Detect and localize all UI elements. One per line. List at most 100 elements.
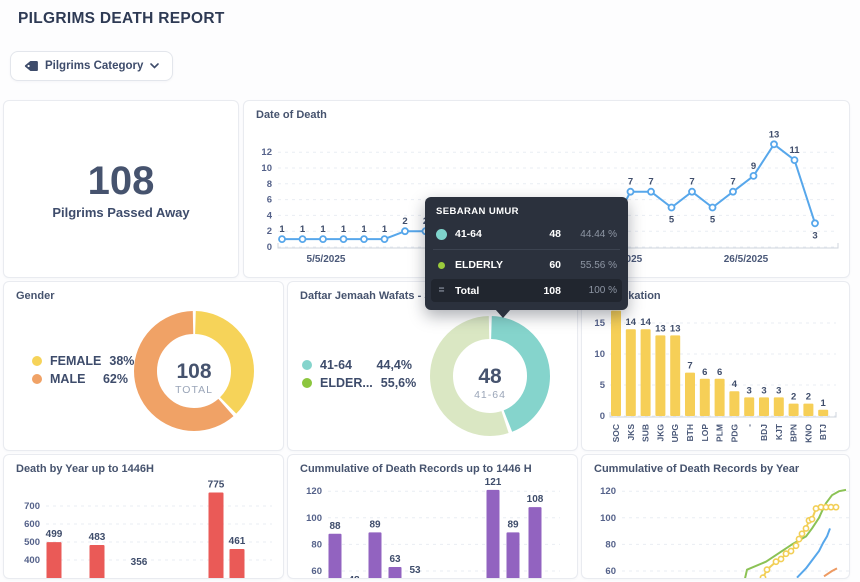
svg-text:6: 6: [267, 195, 272, 206]
svg-text:483: 483: [89, 532, 106, 543]
svg-text:26/5/2025: 26/5/2025: [724, 254, 769, 265]
svg-text:7: 7: [687, 361, 692, 372]
age-41-64-color-dot: [302, 360, 312, 370]
svg-text:JKG: JKG: [655, 424, 665, 442]
svg-text:13: 13: [655, 323, 666, 334]
svg-text:SOC: SOC: [611, 424, 621, 442]
svg-text:3: 3: [776, 385, 781, 396]
svg-text:48: 48: [348, 575, 360, 579]
gender-card: Gender 108 TOTAL FEMALE 38% MALE 62%: [3, 281, 284, 451]
svg-text:10: 10: [594, 349, 605, 360]
svg-text:7: 7: [648, 177, 653, 188]
tooltip-41-64-dot: [436, 228, 447, 240]
svg-text:1: 1: [382, 224, 388, 235]
svg-text:1: 1: [361, 224, 367, 235]
svg-text:400: 400: [24, 555, 40, 566]
chart-title-death-by-year: Death by Year up to 1446H: [16, 463, 154, 475]
svg-text:4: 4: [267, 210, 273, 221]
female-color-dot: [32, 356, 42, 366]
svg-text:5: 5: [600, 380, 606, 391]
svg-text:0: 0: [600, 411, 605, 422]
svg-text:PDG: PDG: [729, 424, 739, 443]
tag-icon: [24, 61, 38, 71]
tooltip-row-elderly: ELDERLY 60 55.56 %: [436, 255, 617, 275]
svg-text:2: 2: [791, 392, 796, 403]
chart-title-cummulative-1446: Cummulative of Death Records up to 1446 …: [300, 463, 532, 475]
svg-text:5: 5: [669, 215, 675, 226]
svg-text:108: 108: [176, 360, 211, 383]
chevron-down-icon: [150, 63, 160, 69]
tooltip-row-total: = Total 108 100 %: [431, 279, 622, 302]
chart-title-gender: Gender: [16, 290, 55, 302]
svg-text:356: 356: [131, 557, 148, 568]
svg-text:48: 48: [478, 365, 502, 388]
svg-text:4: 4: [732, 379, 738, 390]
legend-item-41-64[interactable]: 41-64 44,4%: [302, 358, 412, 372]
legend-item-male[interactable]: MALE 62%: [32, 372, 128, 386]
svg-text:JKS: JKS: [626, 424, 636, 441]
svg-text:80: 80: [605, 539, 616, 550]
age-distribution-card: Daftar Jemaah Wafats - Se 48 41-64 41-64 …: [287, 281, 578, 451]
svg-text:7: 7: [730, 177, 735, 188]
pilgrims-category-filter[interactable]: Pilgrims Category: [10, 51, 174, 81]
embarkation-bar-chart[interactable]: 05101517SOC14JKS14SUB13JKG13UPG7BTH6LOP6…: [586, 299, 844, 448]
svg-text:SUB: SUB: [641, 424, 651, 442]
svg-text:15: 15: [594, 318, 605, 329]
svg-text:89: 89: [369, 519, 381, 530]
svg-text:1: 1: [300, 224, 306, 235]
svg-text:121: 121: [485, 477, 502, 488]
svg-text:775: 775: [208, 480, 225, 491]
svg-text:KJT: KJT: [774, 423, 784, 440]
svg-text:10: 10: [261, 163, 272, 174]
death-by-year-bar-chart[interactable]: 400 500 600 700 499 483 356 775 461: [10, 477, 280, 579]
svg-text:13: 13: [769, 129, 780, 140]
svg-text:1: 1: [320, 224, 326, 235]
svg-text:7: 7: [689, 177, 694, 188]
svg-text:3: 3: [812, 230, 817, 241]
svg-text:1: 1: [821, 398, 827, 409]
male-color-dot: [32, 374, 42, 384]
svg-text:13: 13: [670, 323, 681, 334]
svg-text:499: 499: [46, 529, 63, 540]
svg-text:100: 100: [600, 513, 616, 524]
kpi-card-pilgrims-passed-away: 108 Pilgrims Passed Away: [3, 100, 239, 278]
cummulative-1446-bar-chart[interactable]: 60 80 100 120 88 48 89 63 53 121 89 108: [294, 477, 570, 579]
svg-text:5/5/2025: 5/5/2025: [307, 254, 346, 265]
age-legend: 41-64 44,4% ELDER... 55,6%: [302, 358, 416, 390]
svg-text:BPN: BPN: [789, 424, 799, 442]
embarkation-card: Embarkation 05101517SOC14JKS14SUB13JKG13…: [581, 281, 850, 451]
svg-text:14: 14: [640, 317, 651, 328]
svg-text:8: 8: [267, 179, 272, 190]
svg-text:500: 500: [24, 537, 40, 548]
svg-text:53: 53: [409, 565, 421, 576]
svg-text:2: 2: [267, 226, 272, 237]
legend-item-female[interactable]: FEMALE 38%: [32, 354, 134, 368]
svg-text:7: 7: [628, 177, 633, 188]
svg-text:3: 3: [761, 385, 766, 396]
svg-text:9: 9: [751, 161, 756, 172]
svg-text:80: 80: [311, 539, 322, 550]
tooltip-divider: [433, 249, 620, 250]
legend-item-elderly[interactable]: ELDER... 55,6%: [302, 376, 416, 390]
svg-text:BTJ: BTJ: [818, 424, 828, 440]
svg-text:700: 700: [24, 501, 40, 512]
chart-title-date-of-death: Date of Death: [256, 109, 327, 121]
svg-text:6: 6: [702, 367, 707, 378]
chart-title-cummulative-by-year: Cummulative of Death Records by Year: [594, 463, 800, 475]
death-by-year-card: Death by Year up to 1446H 400 500 600 700 49…: [3, 454, 284, 579]
cummulative-by-year-line-chart[interactable]: 60 80 100 120: [588, 477, 850, 579]
svg-text:11: 11: [789, 145, 800, 156]
svg-text:600: 600: [24, 519, 40, 530]
svg-text:-: -: [744, 424, 754, 427]
svg-text:461: 461: [229, 536, 246, 547]
chart-title-age-distribution: Daftar Jemaah Wafats - Se: [300, 290, 438, 302]
svg-text:100: 100: [306, 513, 322, 524]
kpi-value: 108: [87, 158, 155, 203]
tooltip-title: SEBARAN UMUR: [436, 206, 519, 217]
cummulative-by-year-card: Cummulative of Death Records by Year 60 8…: [581, 454, 850, 579]
kpi-label: Pilgrims Passed Away: [52, 204, 190, 220]
svg-text:120: 120: [306, 486, 322, 497]
